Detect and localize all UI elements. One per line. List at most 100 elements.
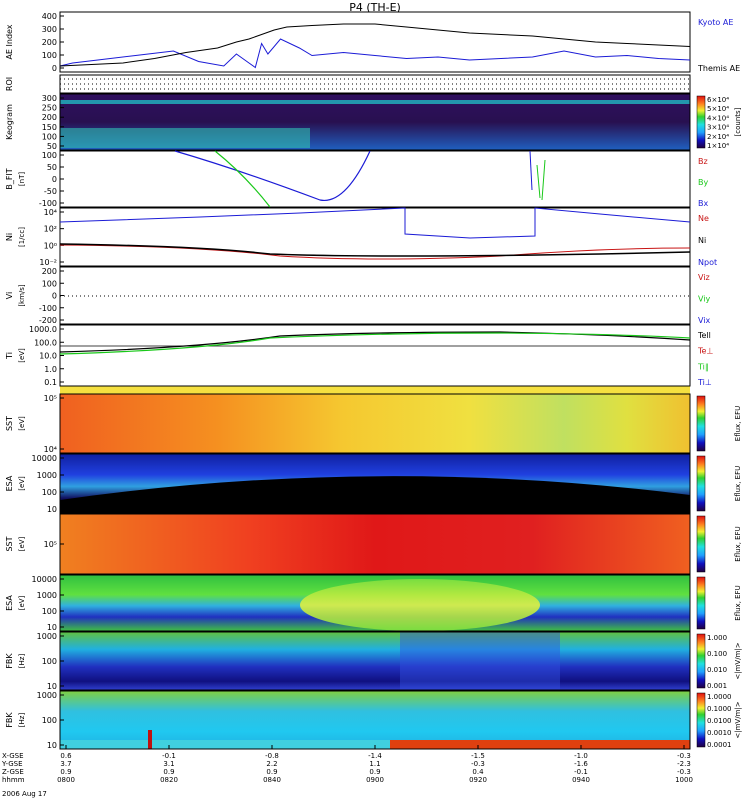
panel-12-ylabel: FBK [5,712,14,728]
xaxis-row-value: 0.9 [369,768,380,776]
panel-3-legend: By [698,178,708,187]
panel-4-ytick: 10⁰ [44,241,57,250]
panel-9-unit: [eV] [18,536,26,551]
panel-11-cbtick: 0.100 [707,650,727,658]
panel-10-cblabel: Eflux, EFU [734,585,742,620]
panel-9-colorbar [696,515,706,573]
panel-12-cbtick: 0.0010 [707,729,732,737]
panel-5-frame [59,266,691,325]
panel-6-legend: Ti∥ [697,362,709,371]
panel-4-legend: Npot [698,258,717,267]
panel-2-ytick: 100 [42,132,57,141]
chart-title: P4 (TH-E) [349,1,401,14]
panel-10-ylabel: ESA [5,595,14,611]
xaxis-row-value: 0940 [572,776,590,784]
xaxis-row-value: -0.3 [677,768,691,776]
panel-4-legend: Ne [698,214,709,223]
panel-6-unit: [eV] [18,348,26,363]
panel-10-unit: [eV] [18,595,26,610]
ae-series-themis-ae [59,23,691,67]
panel-0-ytick: 300 [42,25,57,34]
panel-11-ytick: 1000 [37,632,57,641]
panel-5-ytick: 200 [42,267,57,276]
panel-7-unit: [eV] [18,416,26,431]
xaxis-row-value: 0840 [263,776,281,784]
xaxis-row-label: Y-GSE [1,760,23,768]
panel-12-ytick: 1000 [37,691,57,700]
panel-5-ylabel: Vi [5,292,14,300]
panel-12-cbtick: 0.0001 [707,741,732,749]
bfit-spike-2 [536,164,541,199]
panel-1-frame [59,74,691,94]
xaxis-row-value: -1.6 [574,760,588,768]
panel-11-colorbar [696,633,706,689]
xaxis-row-value: -1.5 [471,752,485,760]
panel-5-ytick: 0 [52,292,57,301]
panel-6-legend: Te⊥ [697,347,713,356]
xaxis-row-value: 2.2 [266,760,277,768]
panel-1-ylabel: ROI [5,77,14,91]
bfit-by-curve [214,150,271,208]
panel-12-cblabel: <|mV/m|> [734,701,742,738]
xaxis-row-label: X-GSE [2,752,24,760]
panel-6-ytick: 0.1 [44,378,57,387]
panel-4-ytick: 10² [44,225,57,234]
xaxis-row-value: 0800 [57,776,75,784]
xaxis-row-value: -2.3 [677,760,691,768]
panel-7-cblabel: Eflux, EFU [734,406,742,441]
panel-5-ytick: -100 [39,304,57,313]
panel-7-ytick: 10⁵ [44,394,57,403]
panel-2-cbtick: 3×10⁴ [707,124,729,132]
panel-8-ytick: 10000 [32,454,57,463]
ni-ne-line [59,244,691,260]
xaxis-row-value: 0.9 [266,768,277,776]
panel-8-ytick: 100 [42,488,57,497]
xaxis-row-value: 0820 [160,776,178,784]
xaxis-row-value: 0.9 [163,768,174,776]
panel-12-ytick: 10 [47,741,57,750]
panel-2-ytick: 150 [42,123,57,132]
xaxis-row-value: 0.4 [472,768,484,776]
panel-10-frame [59,574,691,632]
panel-4-legend: Ni [698,236,706,245]
xaxis-row-value: -0.3 [677,752,691,760]
panel-3-legend: Bz [698,157,708,166]
panel-0-legend: Kyoto AE [698,18,733,27]
panel-2-ytick: 300 [42,94,57,103]
xaxis-row-value: 0900 [366,776,384,784]
panel-7-colorbar [696,395,706,452]
panel-4-frame [59,207,691,267]
xaxis-date: 2006 Aug 17 [2,790,47,798]
esa2-center-blob [300,579,540,631]
bfit-spike-1 [529,150,533,191]
panel-11-unit: [Hz] [18,654,26,669]
xaxis-row-value: -1.4 [368,752,382,760]
panel-12-spectrogram [60,691,690,749]
panel-2-cbtick: 1×10⁴ [707,142,729,150]
panel-9-ytick: 10⁵ [44,540,57,549]
panel-2-ylabel: Keogram [5,104,14,140]
panel-9-spectrogram [60,514,690,574]
panel-3-ytick: -50 [44,187,57,196]
panel-8-ytick: 1000 [37,471,57,480]
panel-3-ytick: -100 [39,199,57,208]
panel-3-unit: [nT] [18,172,26,186]
panel-5-ytick: 100 [42,279,57,288]
panel-4-ytick: 10⁻² [39,258,57,267]
keogram-aurora-band [60,128,310,148]
xaxis-row-value: -0.1 [162,752,176,760]
panel-8-frame [59,453,691,514]
xaxis-row-label: Z-GSE [2,768,24,776]
panel-5-ytick: -200 [39,316,57,325]
panel-12-colorbar [696,692,706,748]
xaxis-row-value: -1.0 [574,752,588,760]
panel-2-cbtick: 6×10⁴ [707,96,729,104]
panel-8-colorbar [696,455,706,512]
panel-6-ytick: 100.0 [34,338,57,347]
panel-2-frame [59,93,691,151]
panel-0-ytick: 0 [52,64,57,73]
panel-3-frame [59,150,691,208]
fbk2-bottom-band-right [390,740,690,749]
keogram-top-band [60,100,690,104]
